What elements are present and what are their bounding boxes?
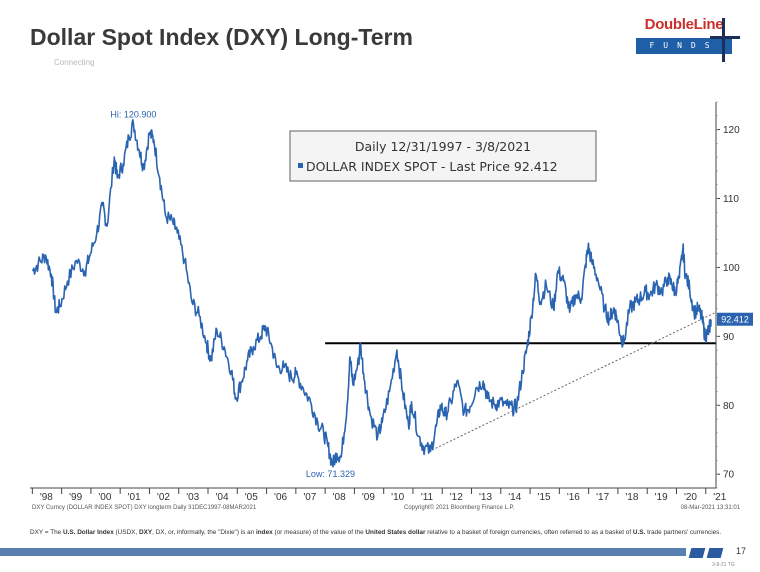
x-tick-label: '06 [274, 492, 287, 503]
footnote-part: index [256, 529, 273, 536]
logo-cross-horizontal [710, 36, 740, 39]
doubleline-logo: DoubleLine FUNDS [634, 14, 740, 64]
footnote-part: (USDX, [113, 529, 139, 536]
x-tick-label: '07 [303, 492, 316, 503]
x-tick-label: '21 [713, 492, 726, 503]
slide-subtitle: Connecting [54, 58, 95, 67]
x-tick-label: '00 [98, 492, 111, 503]
x-tick-label: '05 [245, 492, 258, 503]
logo-funds-band: FUNDS [636, 38, 732, 54]
y-tick-label: 100 [723, 263, 740, 274]
x-axis-ticks: '98 '99 '00 '01 '02 '03 '04 '05 '06 '07 '08 '09 '10 '… [31, 488, 727, 503]
x-tick-label: '18 [625, 492, 638, 503]
bottom-blocks [688, 548, 724, 558]
x-tick-label: '15 [538, 492, 551, 503]
series-layer [31, 119, 712, 468]
page-number: 17 [736, 546, 747, 556]
last-price-badge [717, 312, 753, 326]
logo-wordmark: DoubleLine [644, 16, 724, 33]
y-tick-label: 70 [723, 470, 735, 481]
footnote-part: U.S. [632, 529, 646, 536]
dxy-chart: 70 80 90 100 110 120 '98 '99 '00 '01 '02 '03 '04 '05… [30, 100, 753, 511]
legend-series-label: DOLLAR INDEX SPOT - Last Price 92.412 [306, 159, 558, 174]
annotations: Hi: 120.900 Low: 71.329 [110, 109, 355, 479]
x-tick-label: '02 [157, 492, 170, 503]
legend-date-range: Daily 12/31/1997 - 3/8/2021 [355, 139, 531, 154]
logo-cross-vertical [722, 18, 725, 62]
x-tick-label: '17 [596, 492, 609, 503]
x-tick-label: '01 [128, 492, 141, 503]
x-tick-label: '09 [362, 492, 375, 503]
x-tick-label: '08 [333, 492, 346, 503]
x-tick-label: '12 [450, 492, 463, 503]
series-line [31, 119, 712, 468]
page-code: 3-9-21 TG [712, 562, 735, 568]
legend-frame [289, 130, 597, 182]
source-center: Copyright© 2021 Bloomberg Finance L.P. [404, 504, 515, 511]
footnote-part: (or measure) of the value of the [272, 529, 366, 536]
x-tick-label: '03 [186, 492, 199, 503]
y-axis-ticks: 70 80 90 100 110 120 [716, 101, 740, 489]
slide-title: Dollar Spot Index (DXY) Long-Term [30, 24, 413, 50]
x-tick-label: '04 [215, 492, 228, 503]
trend-line [431, 311, 717, 451]
x-tick-label: '16 [567, 492, 580, 503]
y-tick-label: 110 [723, 194, 739, 205]
footnote-part: trade partners' currencies. [645, 529, 722, 536]
footnote: DXY = The U.S. Dollar Index (USDX, DXY, … [30, 528, 730, 537]
low-annotation: Low: 71.329 [306, 469, 355, 479]
footnote-part: DXY [139, 529, 153, 536]
source-right: 08-Mar-2021 13:31:01 [681, 505, 741, 511]
x-tick-label: '14 [508, 492, 521, 503]
footnote-part: United States dollar [365, 529, 426, 536]
x-tick-label: '20 [684, 492, 697, 503]
bottom-block-2 [706, 548, 724, 558]
last-price-marker: 92.412 [717, 312, 753, 326]
bottom-bar [0, 548, 686, 556]
x-tick-label: '19 [655, 492, 668, 503]
footnote-part: DXY = The [30, 529, 63, 536]
x-tick-label: '13 [479, 492, 492, 503]
legend-box: Daily 12/31/1997 - 3/8/2021 DOLLAR INDEX… [289, 130, 597, 182]
high-annotation: Hi: 120.900 [110, 109, 156, 119]
x-tick-label: '11 [421, 492, 434, 503]
last-price-value: 92.412 [721, 315, 749, 325]
y-tick-label: 90 [723, 332, 735, 343]
y-tick-label: 120 [723, 125, 740, 136]
y-tick-label: 80 [723, 401, 735, 412]
footnote-part: , DX, or, informally, the "Dixie") is an [152, 529, 256, 536]
footnote-part: relative to a basket of foreign currenci… [425, 529, 633, 536]
footnote-part: U.S. Dollar Index [62, 529, 114, 536]
legend-swatch [298, 163, 303, 168]
source-left: DXY Curncy (DOLLAR INDEX SPOT) DXY longt… [32, 505, 257, 511]
reference-lines [325, 311, 717, 451]
x-tick-label: '98 [40, 492, 53, 503]
bottom-block-1 [688, 548, 706, 558]
x-tick-label: '99 [69, 492, 82, 503]
x-tick-label: '10 [391, 492, 404, 503]
